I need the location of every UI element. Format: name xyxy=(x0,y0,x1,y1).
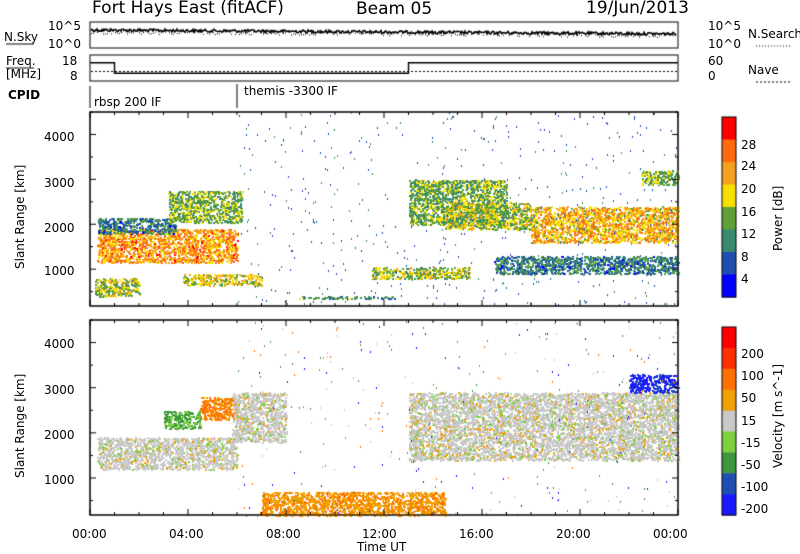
noise-left-tick-top: 10^5 xyxy=(48,19,81,33)
nave-label: Nave xyxy=(748,63,779,77)
velocity-ylabel: Slant Range [km] xyxy=(13,373,27,478)
vel-cbar-tick-200: 200 xyxy=(741,347,764,361)
xtick-2400: 00:00 xyxy=(653,527,688,541)
nave-tick-bottom: 0 xyxy=(708,69,716,83)
noise-right-tick-top: 10^5 xyxy=(708,19,741,33)
velocity-cbar-label: Velocity [m s^-1] xyxy=(771,363,785,468)
freq-unit-label: [MHz] xyxy=(6,67,42,81)
vel-cbar-tick-neg200: -200 xyxy=(741,502,769,516)
power-cbar-label: Power [dB] xyxy=(771,185,785,251)
xtick-0000: 00:00 xyxy=(72,527,107,541)
noise-sky-label: N.Sky xyxy=(4,30,39,44)
power-ytick-2000: 2000 xyxy=(44,221,75,235)
power-ytick-3000: 3000 xyxy=(44,176,75,190)
cpid-segment-1: themis -3300 IF xyxy=(244,84,338,98)
velocity-ytick-3000: 3000 xyxy=(44,383,75,397)
noise-search-label: N.Search xyxy=(748,27,800,41)
freq-label: Freq. xyxy=(6,54,36,68)
xtick-2000: 20:00 xyxy=(556,527,591,541)
noise-right-tick-bottom: 10^0 xyxy=(708,37,741,51)
xtick-0800: 08:00 xyxy=(266,527,301,541)
freq-tick-bottom: 8 xyxy=(70,69,78,83)
vel-cbar-tick-50: 50 xyxy=(741,391,757,405)
power-ytick-1000: 1000 xyxy=(44,264,75,278)
vel-cbar-tick-neg15: -15 xyxy=(741,436,761,450)
noise-left-tick-bottom: 10^0 xyxy=(48,37,81,51)
vel-cbar-tick-neg50: -50 xyxy=(741,458,761,472)
power-cbar-tick-20: 20 xyxy=(741,182,757,196)
vel-cbar-tick-100: 100 xyxy=(741,369,764,383)
power-ytick-4000: 4000 xyxy=(44,130,75,144)
power-cbar-tick-8: 8 xyxy=(741,250,749,264)
velocity-ytick-4000: 4000 xyxy=(44,337,75,351)
velocity-ytick-1000: 1000 xyxy=(44,473,75,487)
date-title: 19/Jun/2013 xyxy=(586,0,689,18)
xaxis-label: Time UT xyxy=(357,540,407,554)
power-cbar-tick-28: 28 xyxy=(741,138,757,152)
xtick-0400: 04:00 xyxy=(169,527,204,541)
power-cbar-tick-16: 16 xyxy=(741,205,757,219)
power-ylabel: Slant Range [km] xyxy=(13,164,27,269)
beam-title: Beam 05 xyxy=(356,0,433,19)
xtick-1600: 16:00 xyxy=(459,527,494,541)
vel-cbar-tick-15: 15 xyxy=(741,414,757,428)
power-cbar-tick-24: 24 xyxy=(741,159,757,173)
power-cbar-tick-12: 12 xyxy=(741,227,757,241)
cpid-label: CPID xyxy=(8,88,41,102)
velocity-ytick-2000: 2000 xyxy=(44,428,75,442)
vel-cbar-tick-neg100: -100 xyxy=(741,480,769,494)
cpid-segment-0: rbsp 200 IF xyxy=(94,95,162,109)
power-cbar-tick-4: 4 xyxy=(741,272,749,286)
nave-tick-top: 60 xyxy=(708,54,724,68)
station-title: Fort Hays East (fitACF) xyxy=(92,0,284,18)
xtick-1200: 12:00 xyxy=(362,527,397,541)
freq-tick-top: 18 xyxy=(62,54,78,68)
